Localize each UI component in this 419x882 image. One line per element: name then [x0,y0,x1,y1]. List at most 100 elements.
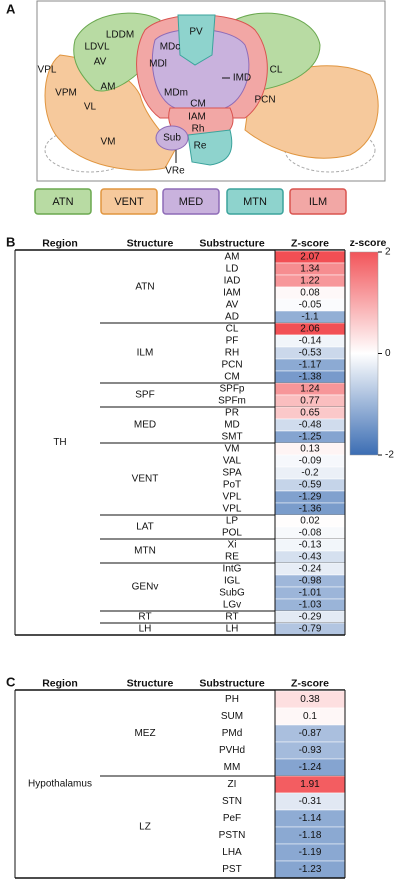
legend-label: MTN [243,196,267,208]
z-score: 0.08 [300,288,320,299]
substructure: PST [222,864,241,875]
legend-label: ATN [52,196,73,208]
z-score: -0.31 [299,796,322,807]
structure: MEZ [134,728,155,739]
column-header: Z-score [291,677,329,689]
legend-box [289,188,347,215]
z-score: -1.38 [299,372,322,383]
z-score: -1.1 [301,312,319,323]
substructure: Xi [228,540,237,551]
z-score: -0.05 [299,300,322,311]
region-label: LDVL [84,42,109,53]
substructure: PMd [222,728,243,739]
substructure: PVHd [219,745,245,756]
region-label: LDDM [106,30,134,41]
z-score: 1.34 [300,264,320,275]
column-header: Region [42,677,78,689]
region-label: PCN [254,95,275,106]
substructure: RH [225,348,239,359]
z-score: 0.02 [300,516,320,527]
z-score: -0.2 [301,468,319,479]
z-score: -0.08 [299,528,322,539]
substructure: SMT [221,432,242,443]
region-label: IAM [188,112,206,123]
structure: ATN [135,282,154,293]
panel-label: C [6,674,16,689]
z-score: -1.23 [299,864,322,875]
substructure: STN [222,796,242,807]
z-score: -1.14 [299,813,322,824]
z-score: -0.43 [299,552,322,563]
region-label: MDm [164,88,188,99]
z-score: -0.79 [299,624,322,635]
colorbar-tick-label: 0 [385,348,391,359]
substructure: PeF [223,813,241,824]
z-score: 1.22 [300,276,320,287]
column-header: Structure [127,677,174,689]
z-score: -0.13 [299,540,322,551]
z-score: -0.09 [299,456,322,467]
legend-box [34,188,92,215]
structure: MTN [134,546,156,557]
substructure: IAM [223,288,241,299]
z-score: -0.93 [299,745,322,756]
substructure: PSTN [219,830,246,841]
colorbar-tick-label: 2 [385,247,391,258]
structure: ILM [137,348,154,359]
substructure: VPL [223,504,242,515]
substructure: LP [226,516,239,527]
structure: LH [139,624,152,635]
substructure: ZI [228,779,237,790]
legend-box [162,188,220,215]
z-score: -0.14 [299,336,322,347]
z-score: -1.24 [299,762,322,773]
substructure: LD [226,264,239,275]
substructure: VM [225,444,240,455]
region-label: CM [190,99,206,110]
legend-label: ILM [309,196,327,208]
colorbar-tick-label: -2 [385,450,394,461]
substructure: PCN [221,360,242,371]
substructure: IGL [224,576,241,587]
region-label: VPL [38,65,57,76]
region-label: PV [189,27,203,38]
legend-label: MED [179,196,204,208]
substructure: POL [222,528,242,539]
z-score: -1.19 [299,847,322,858]
substructure: MD [224,420,240,431]
region-label: MDc [160,42,181,53]
region: Hypothalamus [28,779,92,790]
substructure: AD [225,312,239,323]
substructure: PF [226,336,239,347]
substructure: IntG [223,564,242,575]
structure: MED [134,420,156,431]
panel-label: B [6,234,15,249]
region-label: IMD [233,73,251,84]
z-score: -1.03 [299,600,322,611]
z-score: -1.17 [299,360,322,371]
structure: LAT [136,522,154,533]
substructure: PH [225,694,239,705]
substructure: PoT [223,480,241,491]
atlas [36,0,386,182]
z-score: -1.18 [299,830,322,841]
mtn-area [177,14,216,66]
z-score: -1.01 [299,588,322,599]
column-header: Substructure [199,237,265,249]
z-score: -0.29 [299,612,322,623]
substructure: AV [226,300,239,311]
substructure: IAD [224,276,241,287]
substructure: SPFm [218,396,246,407]
colorbar-title: z-score [350,237,387,249]
region-label: Sub [163,133,181,144]
z-score: -0.53 [299,348,322,359]
legend-label: VENT [114,196,144,208]
panel-label: A [6,1,16,16]
column-header: Region [42,237,78,249]
substructure: LGv [223,600,241,611]
column-header: Z-score [291,237,329,249]
z-score: 0.1 [303,711,317,722]
region-label: VM [101,137,116,148]
mtn-area [187,129,233,166]
